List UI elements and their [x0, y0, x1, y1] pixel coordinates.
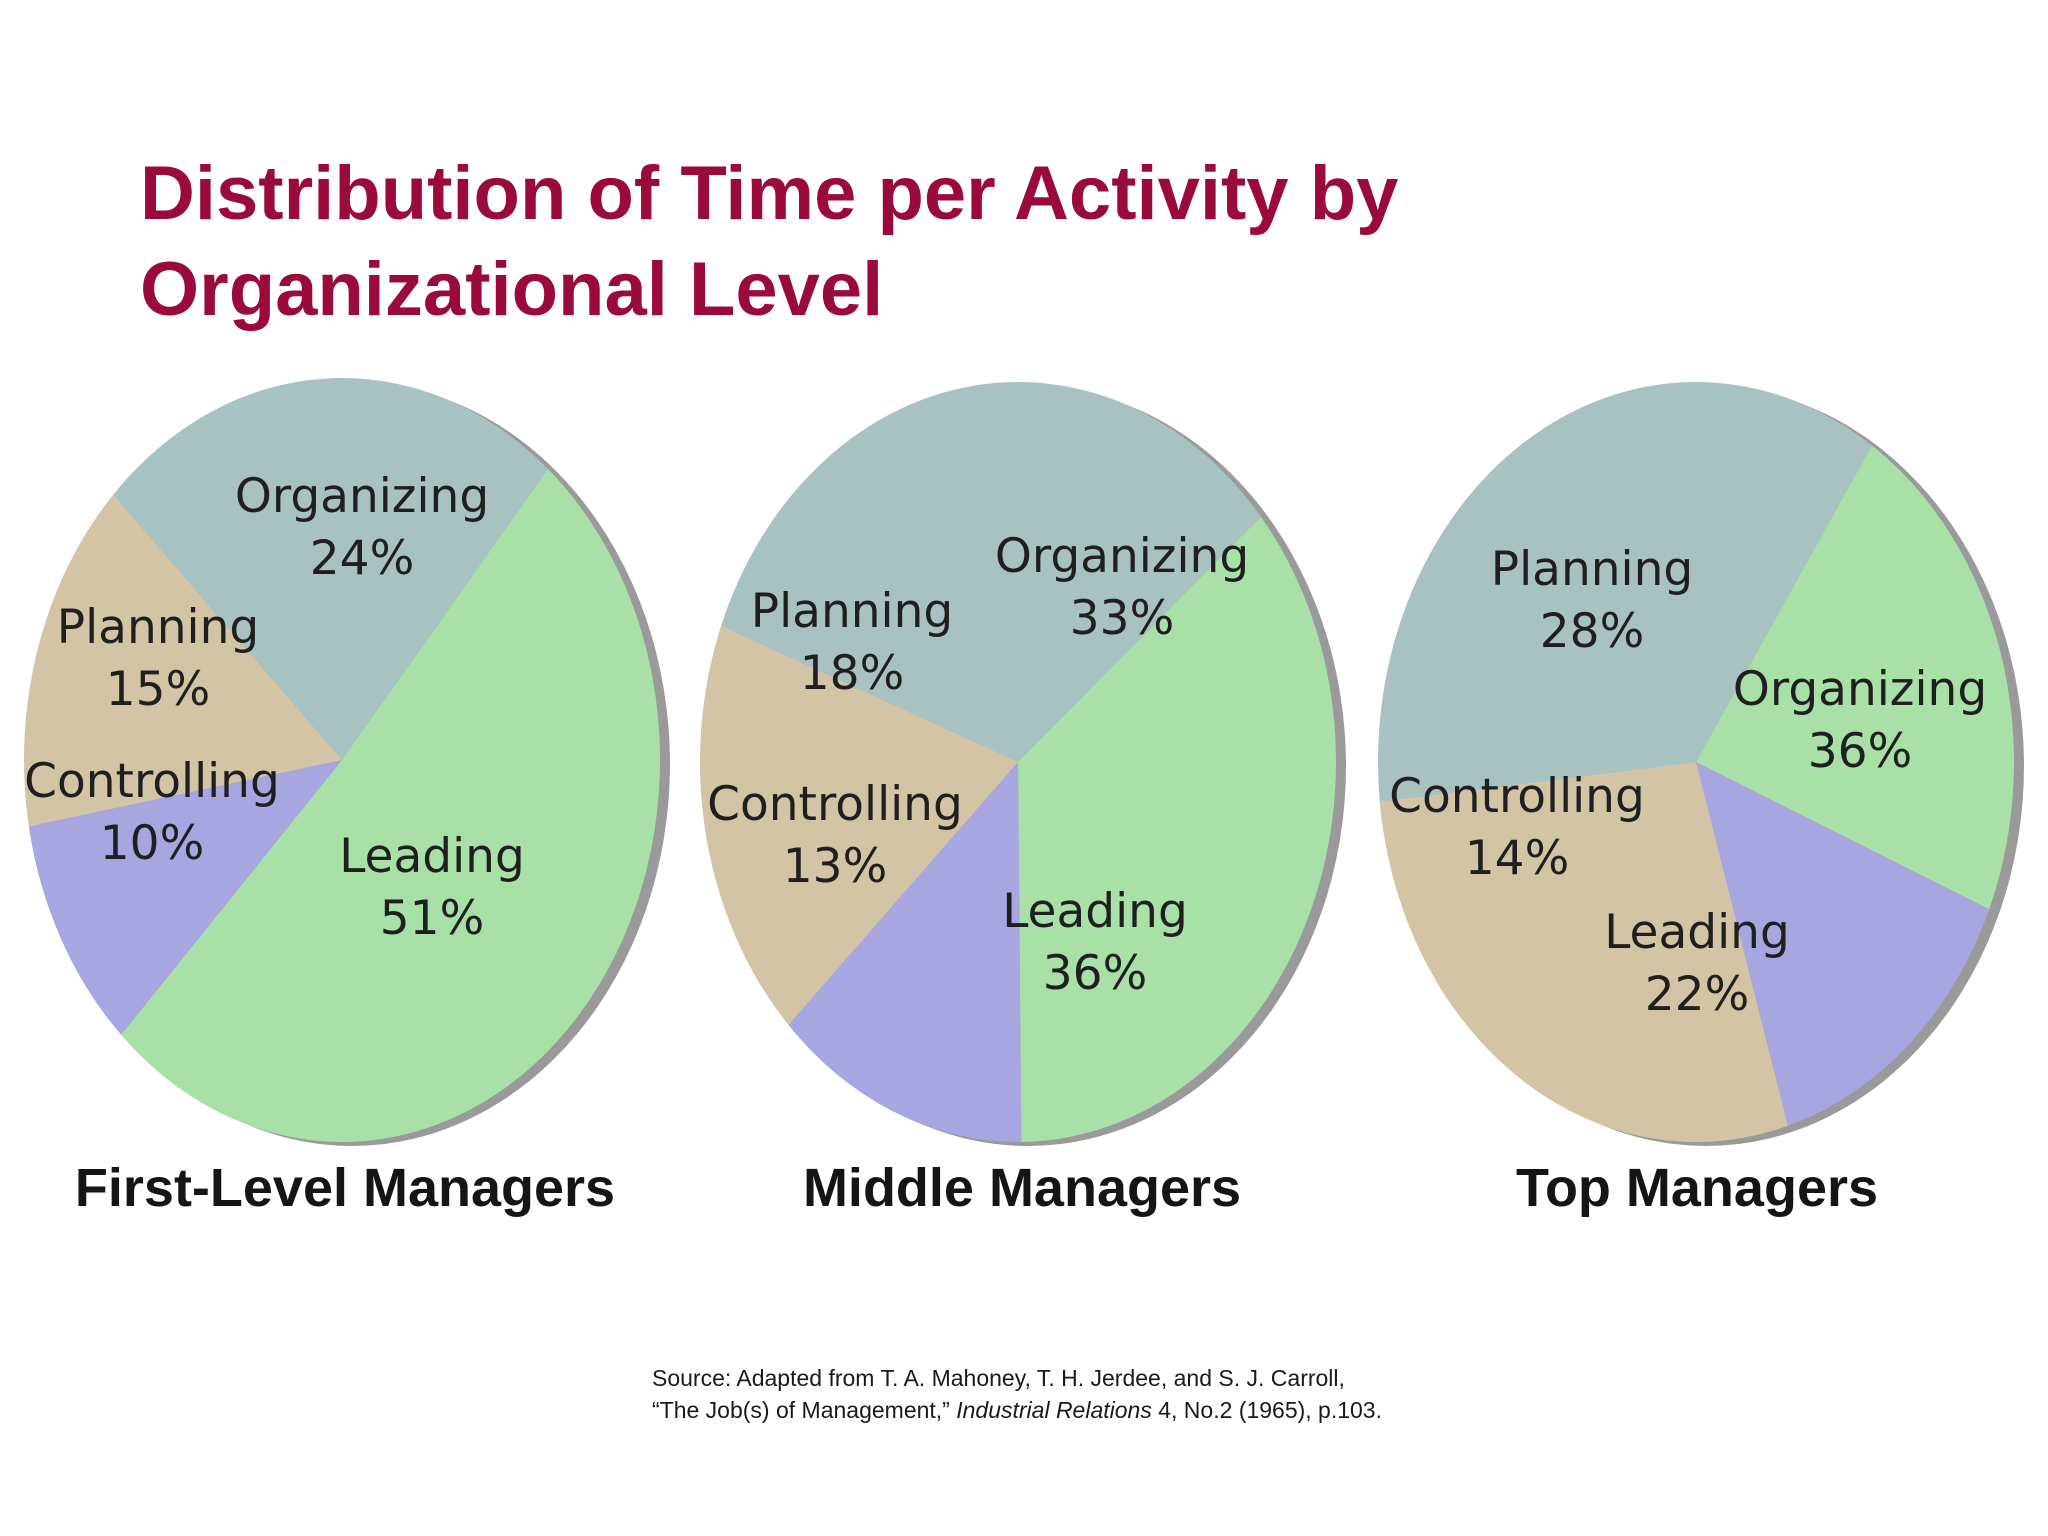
pie-chart-2: Organizing 33% Leading 36% Controlling 13% Pla… — [699, 381, 1346, 1218]
slice-label-controlling: Controlling — [707, 777, 963, 832]
pie-slice-organizing — [1377, 381, 1872, 802]
slice-value-leading: 22% — [1645, 967, 1749, 1022]
slice-value-organizing: 33% — [1070, 591, 1174, 646]
slice-label-controlling: Controlling — [1389, 769, 1645, 824]
source-journal: Industrial Relations — [956, 1397, 1152, 1423]
pie-chart-1: Organizing 24% Leading 51% Controlling 10% Pla… — [23, 377, 670, 1218]
slice-label-leading: Leading — [1604, 905, 1790, 960]
slice-value-controlling: 10% — [100, 816, 204, 871]
slice-value-leading: 51% — [380, 891, 484, 946]
slice-value-planning: 18% — [800, 646, 904, 701]
chart-title: Top Managers — [1516, 1158, 1878, 1218]
pie-slice-planning — [1379, 762, 1788, 1142]
slice-label-organizing: Organizing — [1733, 662, 1987, 717]
slice-value-controlling: 13% — [783, 839, 887, 894]
slice-value-leading: 36% — [1043, 946, 1147, 1001]
pie-slice-organizing — [721, 381, 1261, 762]
chart-title: Middle Managers — [803, 1158, 1241, 1218]
slice-label-organizing: Organizing — [235, 469, 489, 524]
slice-label-controlling: Controlling — [24, 754, 280, 809]
page-title: Distribution of Time per Activity by Org… — [140, 146, 1840, 338]
pie-slice-planning — [699, 625, 1018, 1026]
source-note: Source: Adapted from T. A. Mahoney, T. H… — [652, 1362, 1552, 1426]
pie-chart-3: Organizing 36% Leading 22% Controlling 14% Pla… — [1377, 381, 2024, 1218]
slice-label-planning: Planning — [751, 584, 953, 639]
source-text-a: “The Job(s) of Management,” — [652, 1397, 957, 1423]
slice-value-planning: 15% — [106, 662, 210, 717]
pie-slice-leading — [121, 469, 660, 1142]
pie-slice-leading — [1696, 445, 2014, 910]
slice-label-leading: Leading — [1002, 884, 1188, 939]
slice-label-planning: Planning — [57, 600, 259, 655]
slice-value-controlling: 14% — [1465, 831, 1569, 886]
source-line-1: Source: Adapted from T. A. Mahoney, T. H… — [652, 1365, 1345, 1391]
pie-slice-organizing — [113, 377, 549, 760]
slice-label-leading: Leading — [339, 829, 525, 884]
pie-slice-controlling — [788, 762, 1022, 1143]
slice-value-organizing: 24% — [310, 531, 414, 586]
chart-title: First-Level Managers — [75, 1158, 615, 1218]
pie-slice-controlling — [1696, 762, 1990, 1126]
title-line-1: Distribution of Time per Activity by — [140, 151, 1399, 236]
source-line-2: “The Job(s) of Management,” Industrial R… — [652, 1394, 1552, 1426]
pie-slice-leading — [1018, 516, 1337, 1142]
pie-slice-planning — [23, 494, 343, 827]
slice-label-organizing: Organizing — [995, 529, 1249, 584]
title-line-2: Organizational Level — [140, 247, 884, 332]
slice-value-organizing: 36% — [1808, 724, 1912, 779]
source-text-b: 4, No.2 (1965), p.103. — [1151, 1397, 1382, 1423]
pie-slice-controlling — [28, 760, 343, 1035]
slice-label-planning: Planning — [1491, 542, 1693, 597]
slice-value-planning: 28% — [1540, 604, 1644, 659]
